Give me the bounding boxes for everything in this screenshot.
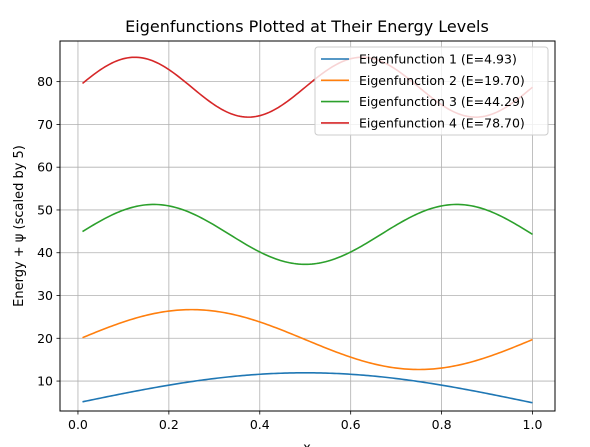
x-tick-label: 0.4 [250, 417, 270, 432]
y-axis-label: Energy + ψ (scaled by 5) [12, 145, 27, 307]
y-tick-label: 80 [37, 74, 53, 89]
x-tick-label: 0.2 [159, 417, 179, 432]
y-tick-label: 40 [37, 245, 53, 260]
y-tick-label: 60 [37, 160, 53, 175]
legend-box [314, 46, 549, 136]
x-axis-label: x [303, 441, 311, 447]
legend-label-2: Eigenfunction 2 (E=19.70) [359, 73, 525, 88]
y-tick-label: 30 [37, 288, 53, 303]
x-tick-label: 0.8 [432, 417, 452, 432]
legend-label-1: Eigenfunction 1 (E=4.93) [359, 52, 517, 67]
plot-frame [59, 40, 556, 412]
x-tick-label: 0.6 [341, 417, 361, 432]
series-line-1 [82, 371, 533, 404]
series-line-3 [82, 203, 533, 266]
chart-title: Eigenfunctions Plotted at Their Energy L… [125, 17, 489, 36]
x-tick-label: 0.0 [68, 417, 88, 432]
axis-ticks: 0.0 0.2 0.4 0.6 0.8 1.0 10 20 30 40 50 60 70 80 [37, 74, 542, 432]
legend-label-4: Eigenfunction 4 (E=78.70) [359, 115, 525, 130]
y-tick-label: 20 [37, 331, 53, 346]
legend: Eigenfunction 1 (E=4.93) Eigenfunction 2 … [314, 46, 549, 136]
y-tick-label: 10 [37, 374, 53, 389]
y-tick-label: 70 [37, 117, 53, 132]
series-line-2 [82, 308, 533, 371]
x-tick-label: 1.0 [523, 417, 543, 432]
legend-label-3: Eigenfunction 3 (E=44.29) [359, 94, 525, 109]
y-tick-label: 50 [37, 202, 53, 217]
